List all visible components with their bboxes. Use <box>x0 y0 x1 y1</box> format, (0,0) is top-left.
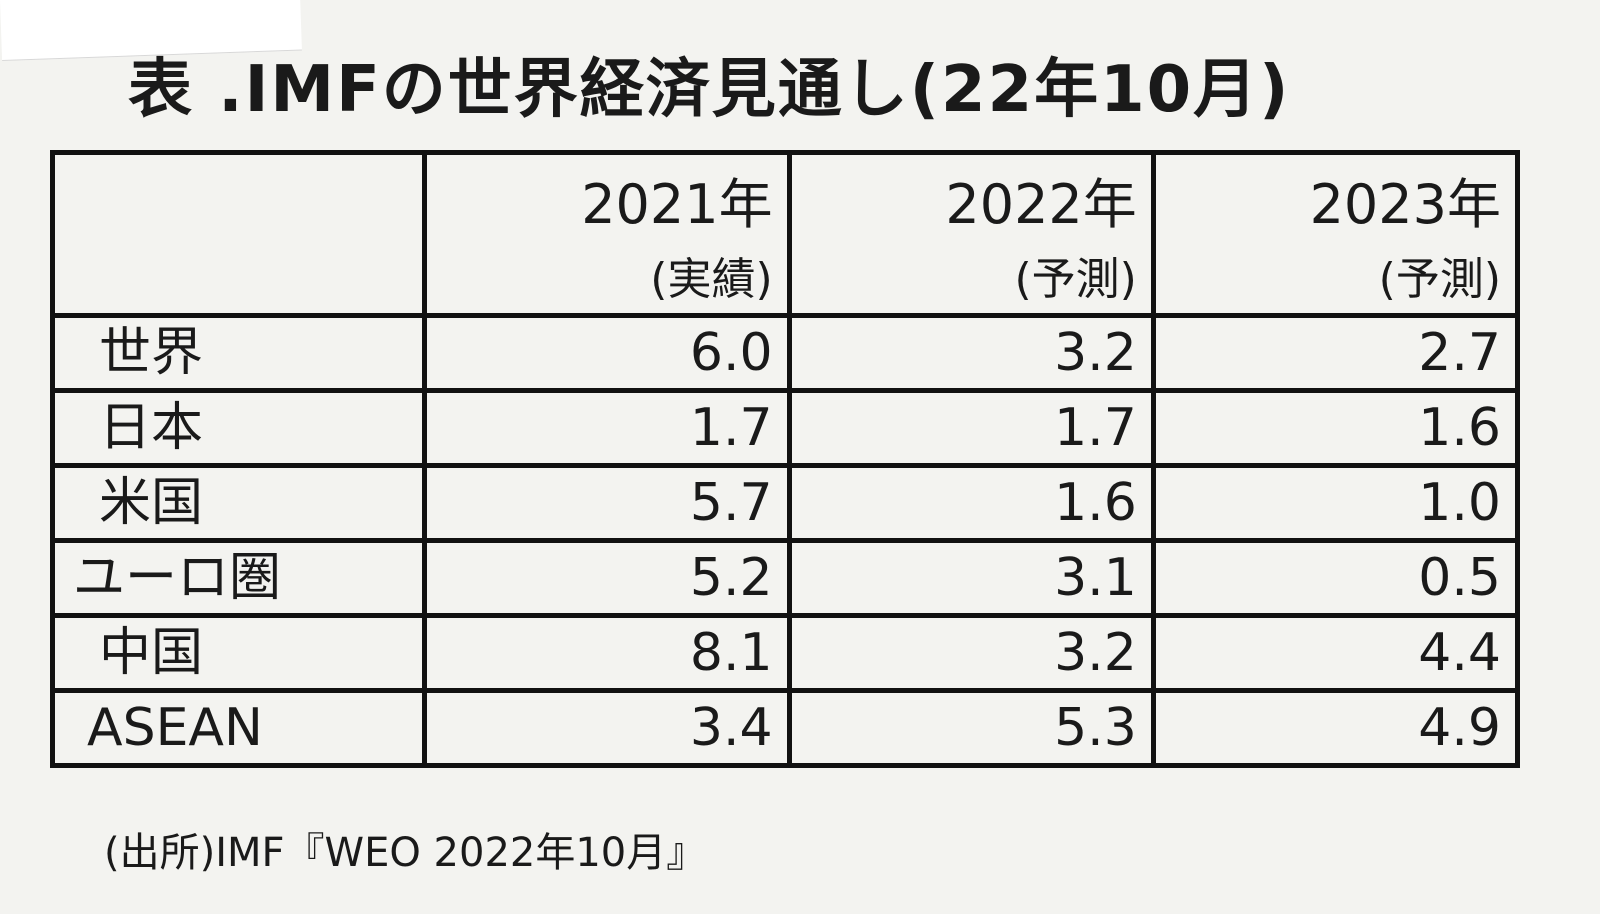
economic-outlook-table: 2021年 (実績) 2022年 (予測) 2023年 (予測) 世界 6.0 … <box>49 150 1521 768</box>
cell-value: 1.7 <box>786 388 1156 468</box>
row-label: ユーロ圏 <box>49 538 428 618</box>
cell-value: 3.2 <box>786 613 1156 693</box>
header-cell-2022: 2022年 (予測) <box>786 150 1156 318</box>
header-cell-2023: 2023年 (予測) <box>1150 150 1521 318</box>
cell-value: 0.5 <box>1150 538 1521 618</box>
cell-value: 5.7 <box>422 463 792 543</box>
cell-value: 4.9 <box>1150 688 1521 768</box>
row-label: ASEAN <box>49 688 428 768</box>
cell-value: 5.2 <box>422 538 792 618</box>
cell-value: 1.6 <box>786 463 1156 543</box>
paper-tear-overlay <box>0 0 302 61</box>
header-year: 2023年 <box>1309 173 1501 236</box>
header-note: (実績) <box>650 254 773 306</box>
header-empty-cell <box>49 150 428 318</box>
cell-value: 8.1 <box>422 613 792 693</box>
row-label: 世界 <box>49 313 428 393</box>
row-label: 米国 <box>49 463 428 543</box>
cell-value: 1.0 <box>1150 463 1521 543</box>
header-cell-2021: 2021年 (実績) <box>422 150 792 318</box>
header-note: (予測) <box>1378 254 1501 306</box>
cell-value: 2.7 <box>1150 313 1521 393</box>
cell-value: 3.4 <box>422 688 792 768</box>
table-row: 中国 8.1 3.2 4.4 <box>49 613 1521 693</box>
cell-value: 1.7 <box>422 388 792 468</box>
table-row: 米国 5.7 1.6 1.0 <box>49 463 1521 543</box>
header-year: 2022年 <box>945 173 1137 236</box>
page-title: 表 .IMFの世界経済見通し(22年10月) <box>128 53 1291 127</box>
cell-value: 5.3 <box>786 688 1156 768</box>
source-note: (出所)IMF『WEO 2022年10月』 <box>104 830 707 876</box>
table-header-row: 2021年 (実績) 2022年 (予測) 2023年 (予測) <box>49 150 1521 318</box>
table-row: ASEAN 3.4 5.3 4.9 <box>49 688 1521 768</box>
table-row: 世界 6.0 3.2 2.7 <box>49 313 1521 393</box>
cell-value: 6.0 <box>422 313 792 393</box>
header-year: 2021年 <box>581 173 773 236</box>
cell-value: 3.2 <box>786 313 1156 393</box>
cell-value: 1.6 <box>1150 388 1521 468</box>
header-note: (予測) <box>1014 254 1137 306</box>
cell-value: 4.4 <box>1150 613 1521 693</box>
row-label: 中国 <box>49 613 428 693</box>
row-label: 日本 <box>49 388 428 468</box>
cell-value: 3.1 <box>786 538 1156 618</box>
table-row: 日本 1.7 1.7 1.6 <box>49 388 1521 468</box>
table-row: ユーロ圏 5.2 3.1 0.5 <box>49 538 1521 618</box>
